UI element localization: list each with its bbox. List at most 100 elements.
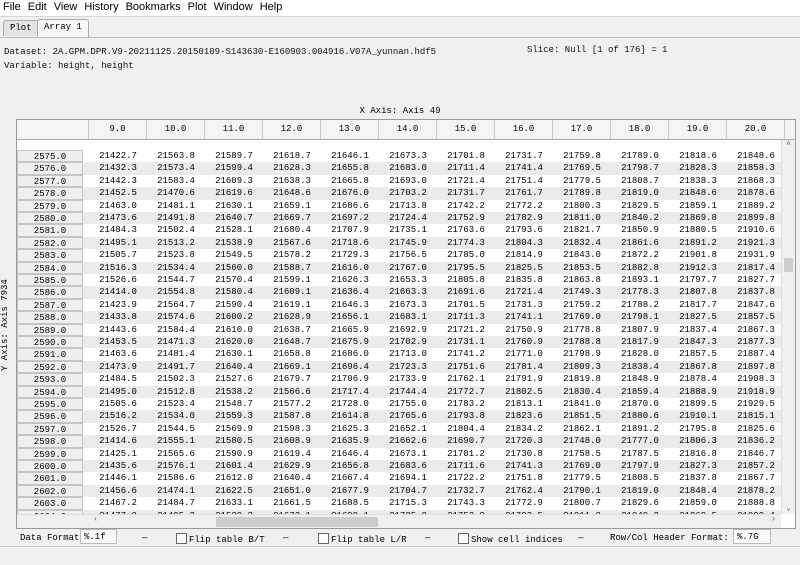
table-cell[interactable]: 21667.4 <box>331 473 369 484</box>
row-header[interactable]: 2599.0 <box>17 447 83 460</box>
table-cell[interactable]: 21484.3 <box>99 225 137 236</box>
table-cell[interactable]: 21912.3 <box>679 262 717 273</box>
table-cell[interactable]: 21769.0 <box>563 461 601 471</box>
row-header[interactable]: 2603.0 <box>17 497 83 510</box>
table-cell[interactable]: 21802.5 <box>505 386 543 397</box>
table-cell[interactable]: 21567.6 <box>273 237 311 248</box>
table-cell[interactable]: 21742.2 <box>447 200 485 211</box>
table-cell[interactable]: 21491.8 <box>157 213 195 223</box>
row-header[interactable]: 2598.0 <box>17 435 83 448</box>
table-cell[interactable]: 21767.0 <box>389 262 427 273</box>
table-cell[interactable]: 21679.7 <box>273 374 311 385</box>
table-cell[interactable]: 21701.8 <box>447 151 485 161</box>
table-cell[interactable]: 21673.3 <box>389 151 427 161</box>
table-cell[interactable]: 21598.3 <box>273 423 311 434</box>
table-cell[interactable]: 21717.4 <box>331 386 369 397</box>
table-cell[interactable]: 21759.2 <box>563 299 601 310</box>
table-cell[interactable]: 21686.0 <box>331 349 369 360</box>
table-cell[interactable]: 21599.4 <box>215 163 253 174</box>
row-header[interactable]: 2602.0 <box>17 484 83 498</box>
table-cell[interactable]: 21853.5 <box>563 262 601 273</box>
table-cell[interactable]: 21628.9 <box>273 312 311 323</box>
column-header[interactable]: 14.0 <box>379 120 437 139</box>
row-header[interactable]: 2587.0 <box>17 298 83 312</box>
table-cell[interactable]: 21560.0 <box>215 262 253 273</box>
vertical-scrollbar[interactable]: ^ ⌄ <box>781 140 795 514</box>
table-cell[interactable]: 21901.8 <box>679 250 717 261</box>
table-cell[interactable]: 21656.1 <box>331 312 369 323</box>
header-format-select[interactable]: %.7G ⌄ <box>733 529 771 557</box>
table-cell[interactable]: 21929.5 <box>737 399 775 409</box>
table-cell[interactable]: 21566.6 <box>273 386 311 397</box>
table-cell[interactable]: 21414.0 <box>99 287 137 298</box>
table-cell[interactable]: 21813.1 <box>505 399 543 409</box>
table-cell[interactable]: 21878.4 <box>679 374 717 385</box>
table-cell[interactable]: 21722.2 <box>447 473 485 484</box>
table-cell[interactable]: 21763.6 <box>447 225 485 236</box>
checkbox-icon[interactable] <box>318 533 329 544</box>
table-cell[interactable]: 21616.0 <box>331 262 369 273</box>
table-cell[interactable]: 21544.5 <box>157 423 195 434</box>
table-cell[interactable]: 21513.2 <box>157 237 195 248</box>
table-cell[interactable]: 21534.4 <box>157 262 195 273</box>
table-cell[interactable]: 21646.4 <box>331 448 369 459</box>
table-cell[interactable]: 21828.0 <box>621 349 659 360</box>
table-cell[interactable]: 21857.2 <box>737 461 775 471</box>
table-cell[interactable]: 21889.2 <box>737 200 775 211</box>
checkbox-icon[interactable] <box>458 533 469 544</box>
table-cell[interactable]: 21534.0 <box>157 411 195 422</box>
table-cell[interactable]: 21713.0 <box>389 349 427 360</box>
column-header[interactable]: 13.0 <box>321 120 379 139</box>
table-cell[interactable]: 21811.2 <box>553 510 611 514</box>
row-header[interactable]: 2582.0 <box>17 236 83 250</box>
table-cell[interactable]: 21564.7 <box>157 299 195 310</box>
scroll-down-icon[interactable]: ⌄ <box>786 504 791 513</box>
column-header[interactable]: 15.0 <box>437 120 495 139</box>
table-cell[interactable]: 21772.2 <box>505 200 543 211</box>
table-cell[interactable]: 21793.6 <box>505 225 543 236</box>
table-cell[interactable]: 21663.3 <box>389 287 427 298</box>
table-cell[interactable]: 21706.9 <box>331 374 369 385</box>
table-cell[interactable]: 21704.7 <box>389 485 427 496</box>
table-cell[interactable]: 21807.8 <box>679 287 717 298</box>
table-cell[interactable]: 21526.6 <box>99 275 137 285</box>
row-header[interactable]: 2581.0 <box>17 224 83 237</box>
table-cell[interactable]: 21619.1 <box>273 299 311 310</box>
column-header[interactable]: 9.0 <box>89 120 147 139</box>
table-cell[interactable]: 21435.6 <box>99 461 137 471</box>
row-header[interactable]: 2595.0 <box>17 398 83 411</box>
table-cell[interactable]: 21474.1 <box>157 485 195 496</box>
table-cell[interactable]: 21538.9 <box>215 237 253 248</box>
table-cell[interactable]: 21797.7 <box>679 275 717 285</box>
table-cell[interactable]: 21819.0 <box>621 485 659 496</box>
table-cell[interactable]: 21828.3 <box>679 163 717 174</box>
table-cell[interactable]: 21423.9 <box>99 299 137 310</box>
table-cell[interactable]: 21814.9 <box>505 250 543 261</box>
table-cell[interactable]: 21484.7 <box>157 498 195 509</box>
table-cell[interactable]: 21574.6 <box>157 312 195 323</box>
table-cell[interactable]: 21758.5 <box>563 448 601 459</box>
table-cell[interactable]: 21673.3 <box>389 299 427 310</box>
table-cell[interactable]: 21762.1 <box>447 374 485 385</box>
table-cell[interactable]: 21921.3 <box>737 237 775 248</box>
table-cell[interactable]: 21772.9 <box>505 498 543 509</box>
table-cell[interactable]: 21872.2 <box>621 250 659 261</box>
table-cell[interactable]: 21672.1 <box>263 510 321 514</box>
table-cell[interactable]: 21778.3 <box>621 287 659 298</box>
column-header[interactable]: 18.0 <box>611 120 669 139</box>
table-cell[interactable]: 21422.7 <box>99 151 137 161</box>
row-header[interactable]: 2589.0 <box>17 323 83 336</box>
table-cell[interactable]: 21640.4 <box>215 361 253 372</box>
table-cell[interactable]: 21721.4 <box>447 175 485 186</box>
scroll-up-icon[interactable]: ^ <box>786 141 791 150</box>
table-cell[interactable]: 21743.3 <box>447 498 485 509</box>
table-cell[interactable]: 21526.7 <box>99 423 137 434</box>
table-cell[interactable]: 21817.7 <box>679 299 717 310</box>
table-cell[interactable]: 21669.1 <box>273 361 311 372</box>
tab-plot[interactable]: Plot <box>3 20 39 36</box>
table-cell[interactable]: 21626.3 <box>331 275 369 285</box>
table-cell[interactable]: 21817.4 <box>737 262 775 273</box>
table-cell[interactable]: 21783.2 <box>447 399 485 409</box>
table-cell[interactable]: 21867.8 <box>679 361 717 372</box>
table-cell[interactable]: 21762.4 <box>505 485 543 496</box>
